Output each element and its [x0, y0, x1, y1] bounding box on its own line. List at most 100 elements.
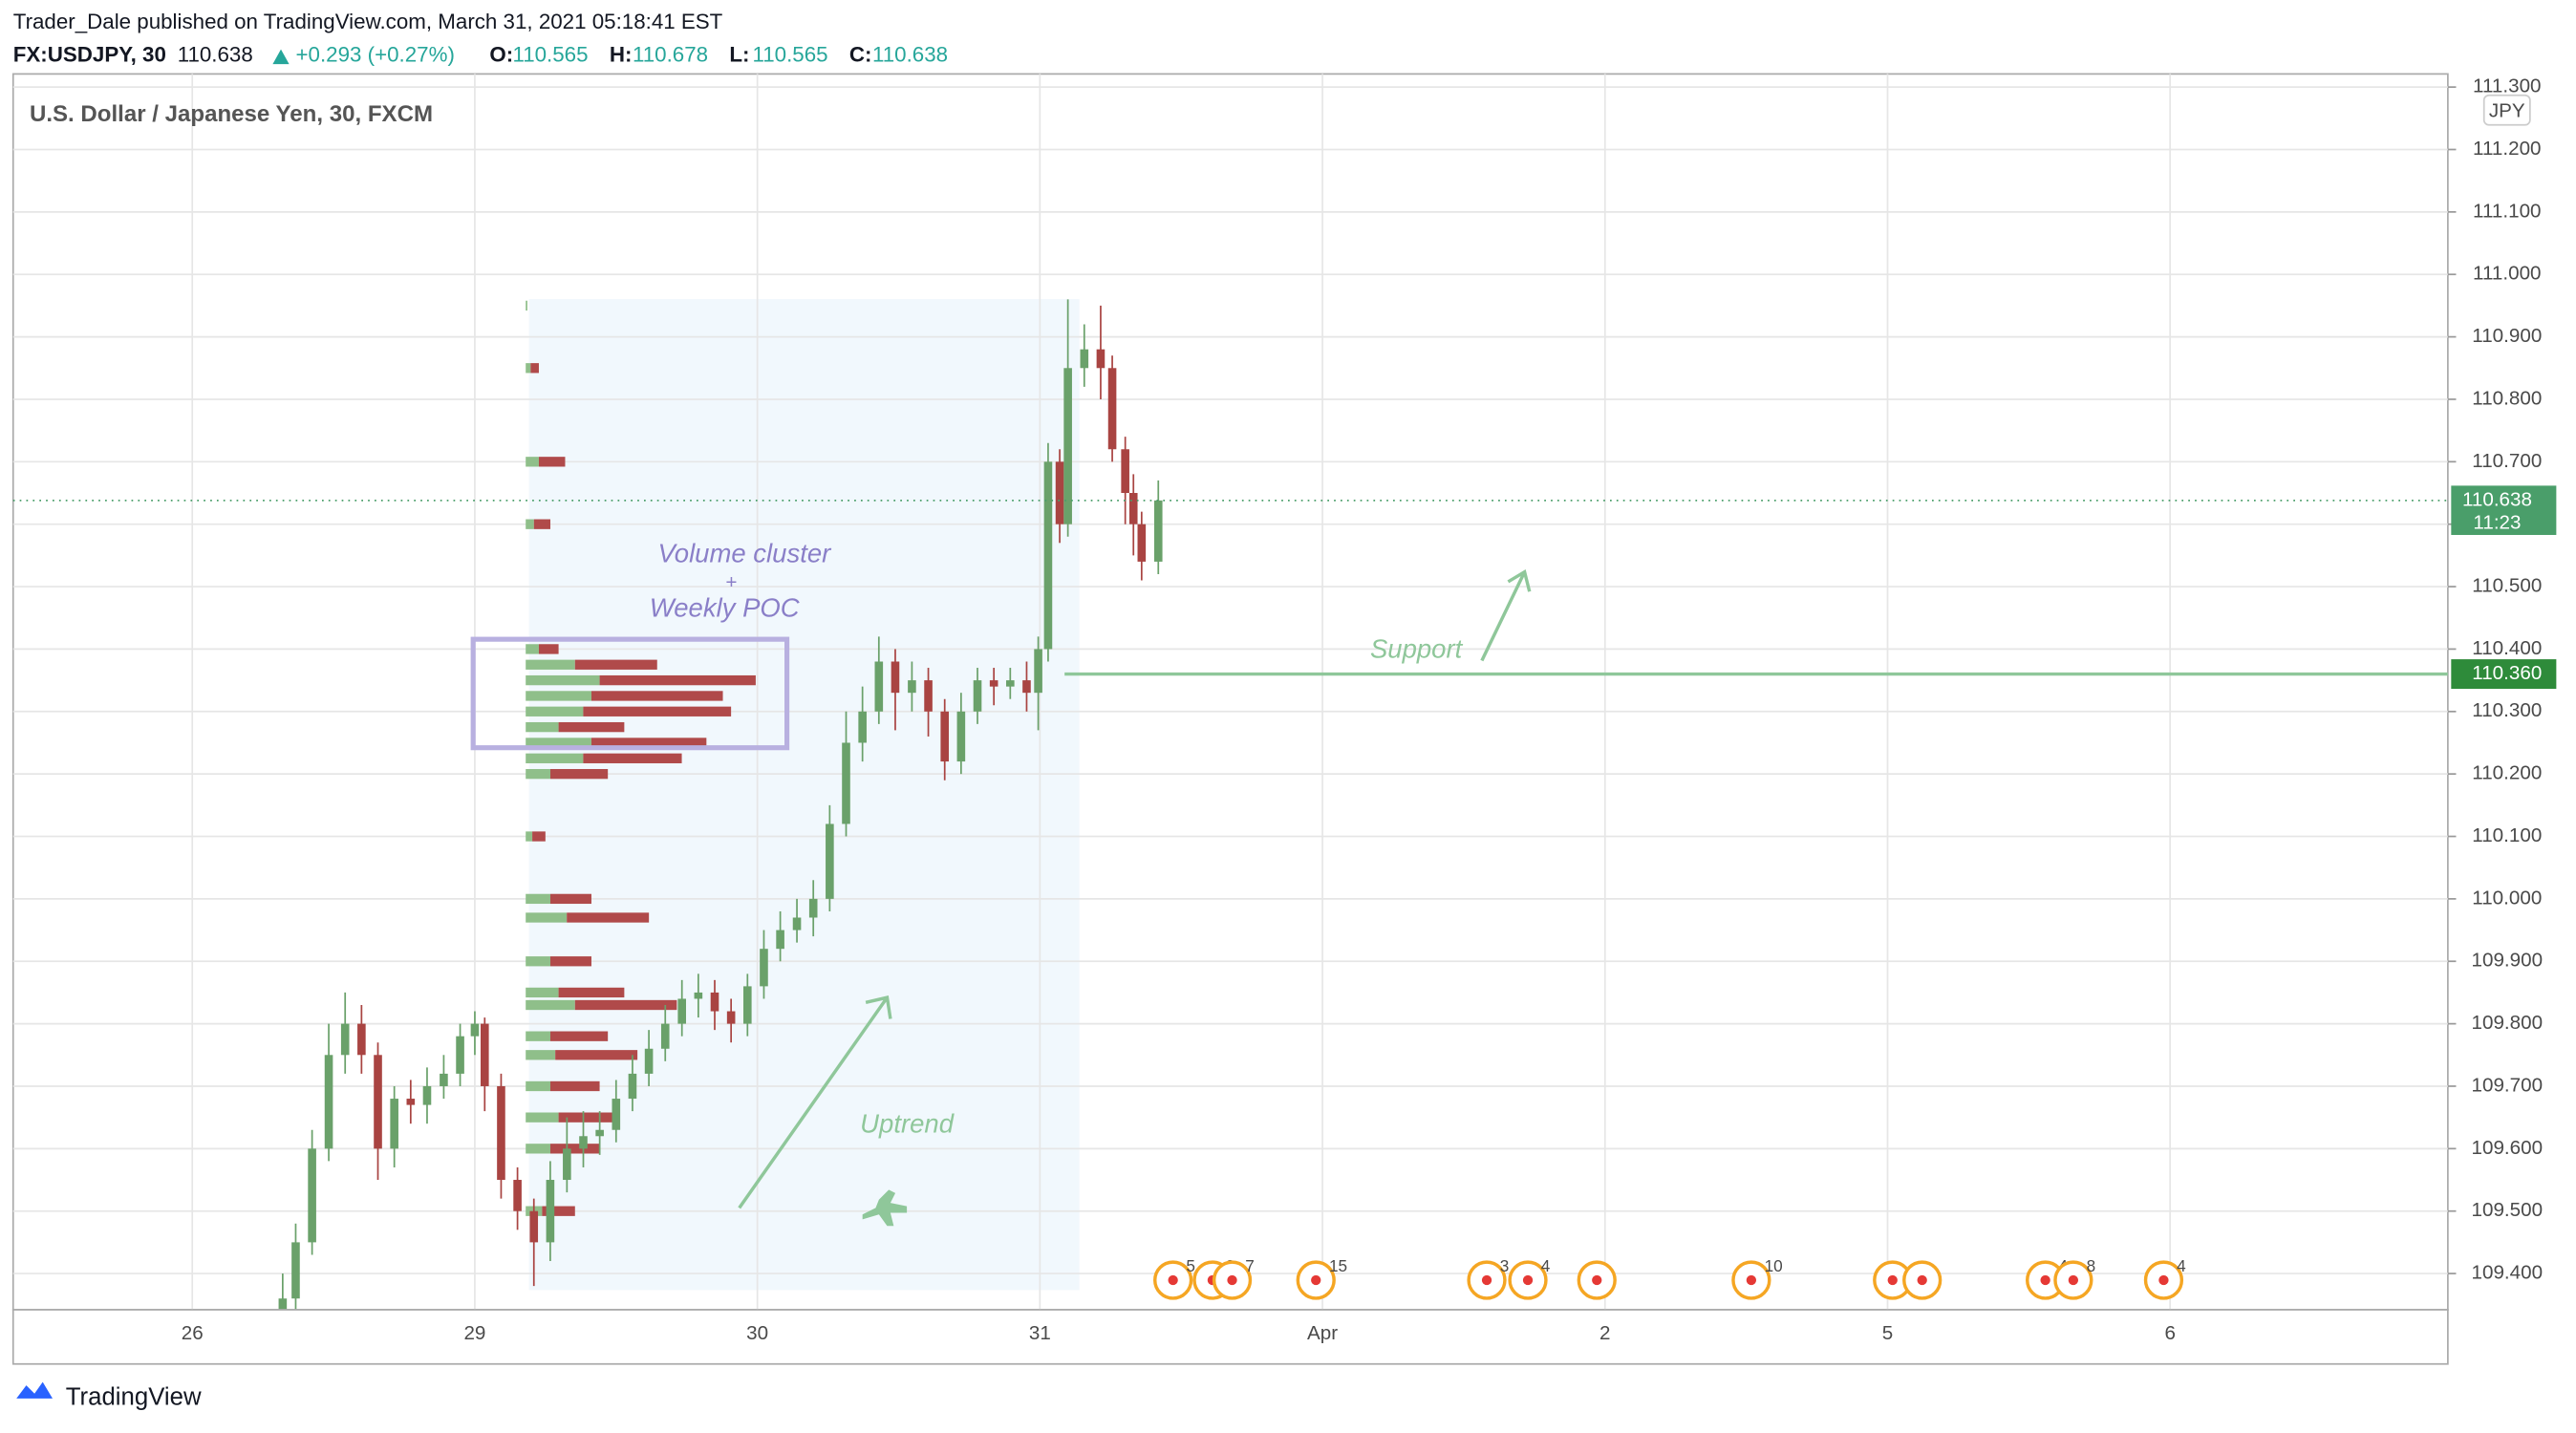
chart-title: U.S. Dollar / Japanese Yen, 30, FXCM: [30, 101, 433, 127]
vp-buy: [526, 738, 591, 748]
vp-sell: [538, 644, 559, 654]
vp-sell: [590, 691, 723, 701]
vp-buy: [526, 706, 584, 716]
annotation: Uptrend: [860, 1109, 955, 1139]
event-dot: [1311, 1274, 1321, 1286]
candle-body: [440, 1073, 448, 1086]
candle-body: [1063, 368, 1072, 524]
candle-body: [595, 1129, 604, 1137]
y-tick-label: 110.300: [2472, 699, 2542, 721]
candle-body: [973, 680, 982, 712]
vp-buy: [526, 753, 584, 763]
vp-sell: [533, 519, 550, 529]
vp-sell: [558, 721, 625, 733]
y-tick-label: 110.500: [2472, 575, 2542, 597]
candle-body: [660, 1023, 670, 1049]
candle-body: [1137, 524, 1147, 562]
vp-sell: [558, 987, 625, 998]
candle-body: [842, 742, 850, 824]
candle-body: [374, 1055, 382, 1149]
x-tick-label: 5: [1882, 1322, 1893, 1344]
event-label: 4: [2177, 1256, 2186, 1275]
candle-body: [826, 823, 834, 899]
candle-body: [406, 1099, 416, 1105]
candle-body: [940, 711, 950, 762]
event-dot: [1592, 1274, 1602, 1286]
support-tag: [2451, 659, 2557, 690]
y-tick-label: 110.200: [2472, 762, 2542, 784]
ohlc-key: O:: [489, 42, 513, 66]
candle-body: [1006, 680, 1015, 687]
vp-sell: [538, 457, 566, 467]
candle-body: [422, 1085, 432, 1105]
x-tick-label: 30: [746, 1322, 768, 1344]
vp-sell: [583, 753, 682, 763]
event-dot: [2068, 1274, 2079, 1286]
vp-buy: [526, 987, 559, 998]
brand-icon: [16, 1381, 54, 1399]
byline: Trader_Dale published on TradingView.com…: [13, 10, 723, 33]
y-tick-label: 109.600: [2472, 1137, 2544, 1159]
event-dot: [1522, 1274, 1534, 1286]
vp-sell: [567, 912, 650, 923]
candle-body: [776, 930, 784, 950]
candle-body: [1153, 500, 1163, 562]
vp-buy: [526, 300, 527, 311]
y-tick-label: 110.800: [2472, 387, 2542, 409]
ohlc-value: 110.638: [872, 42, 948, 66]
y-tick-label: 109.800: [2472, 1012, 2544, 1034]
vp-sell: [599, 674, 756, 686]
candle-body: [612, 1099, 621, 1130]
vp-sell: [549, 1080, 600, 1092]
plane-icon: [862, 1189, 908, 1227]
event-dot: [1481, 1274, 1492, 1286]
candle-body: [726, 1011, 736, 1024]
symbol-header: FX:USDJPY, 30 110.638 +0.293 (+0.27%): [13, 42, 455, 66]
candle-body: [291, 1242, 300, 1299]
candle-body: [563, 1148, 571, 1181]
candle-body: [1055, 461, 1064, 524]
event-dot: [1746, 1274, 1757, 1286]
vp-sell: [532, 831, 546, 842]
vp-buy: [526, 1050, 556, 1060]
vp-buy: [526, 644, 539, 654]
event-label: 7: [1245, 1256, 1255, 1275]
candle-body: [644, 1048, 654, 1074]
event-label: 8: [2087, 1256, 2096, 1275]
y-tick-label: 111.100: [2473, 200, 2541, 222]
candle-body: [1128, 493, 1138, 524]
candle-body: [456, 1036, 464, 1074]
x-tick-label: 26: [182, 1322, 204, 1344]
annotation: Support: [1370, 633, 1464, 663]
vp-sell: [590, 738, 707, 748]
candle-body: [677, 998, 686, 1024]
y-tick-label: 110.100: [2472, 824, 2542, 846]
candle-body: [470, 1023, 480, 1037]
poc-box: [470, 636, 790, 751]
vp-sell: [574, 999, 677, 1011]
candle-body: [340, 1023, 350, 1056]
x-tick-label: Apr: [1307, 1322, 1338, 1344]
annotation: +: [725, 571, 737, 593]
up-arrow: [272, 49, 290, 65]
arrows: [738, 568, 1532, 1209]
arrow: [738, 995, 892, 1209]
candle-body: [529, 1210, 539, 1243]
last: 110.638: [178, 42, 253, 66]
event-label: 5: [1186, 1256, 1195, 1275]
y-tick-label: 109.700: [2472, 1074, 2544, 1096]
candle-body: [694, 992, 703, 999]
candle-body: [1121, 449, 1129, 494]
plot-frame: [11, 73, 2449, 1311]
event-dot: [2040, 1274, 2050, 1286]
candle-body: [891, 661, 900, 694]
vp-sell: [574, 659, 657, 670]
ohlc-value: 110.678: [633, 42, 708, 66]
ohlc-key: L:: [729, 42, 749, 66]
candle-body: [324, 1055, 333, 1149]
y-tick-label: 109.900: [2472, 950, 2544, 972]
brand: TradingView: [66, 1384, 202, 1411]
event-label: 10: [1765, 1256, 1783, 1275]
vp-buy: [526, 999, 575, 1011]
